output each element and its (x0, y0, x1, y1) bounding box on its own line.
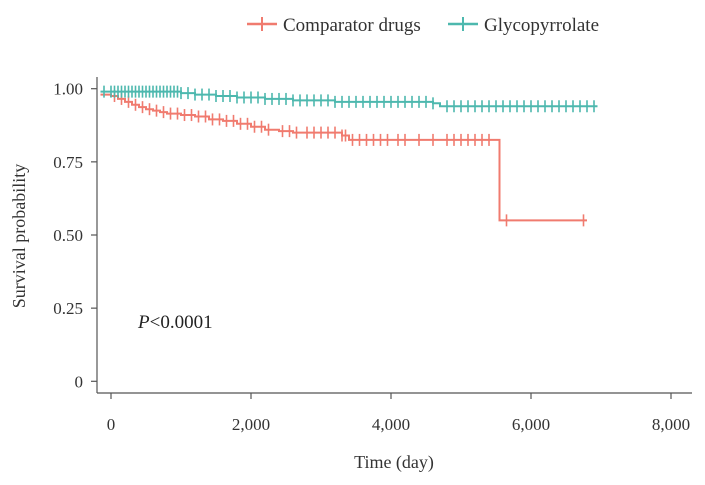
x-tick-label: 6,000 (512, 415, 550, 434)
y-tick-label: 1.00 (53, 80, 83, 99)
y-axis-title: Survival probability (9, 164, 29, 308)
x-tick-label: 0 (107, 415, 116, 434)
series-glycopyrrolate (100, 85, 598, 113)
p-value-italic: P (137, 312, 150, 333)
plot-series (100, 85, 598, 227)
survival-curve (100, 93, 587, 222)
series-comparator-drugs (100, 90, 587, 227)
y-tick-label: 0.75 (53, 153, 83, 172)
x-axis-title: Time (day) (354, 452, 434, 473)
legend-label: Comparator drugs (283, 15, 421, 36)
p-value-annotation: P<0.0001 (137, 312, 213, 333)
legend-item: Glycopyrrolate (448, 15, 599, 36)
x-tick-label: 2,000 (232, 415, 270, 434)
p-value-rest: <0.0001 (150, 312, 213, 333)
legend-item: Comparator drugs (247, 15, 421, 36)
legend: Comparator drugs Glycopyrrolate (247, 15, 599, 36)
axes: 0 0.25 0.50 0.75 1.00 0 2,000 4,000 6,000 8,000 (53, 77, 692, 434)
legend-label: Glycopyrrolate (484, 15, 599, 36)
x-tick-label: 4,000 (372, 415, 410, 434)
y-ticks: 0 0.25 0.50 0.75 1.00 (53, 80, 97, 391)
x-ticks: 0 2,000 4,000 6,000 8,000 (107, 393, 690, 434)
y-tick-label: 0.25 (53, 299, 83, 318)
x-tick-label: 8,000 (652, 415, 690, 434)
y-tick-label: 0.50 (53, 226, 83, 245)
y-tick-label: 0 (75, 372, 84, 391)
